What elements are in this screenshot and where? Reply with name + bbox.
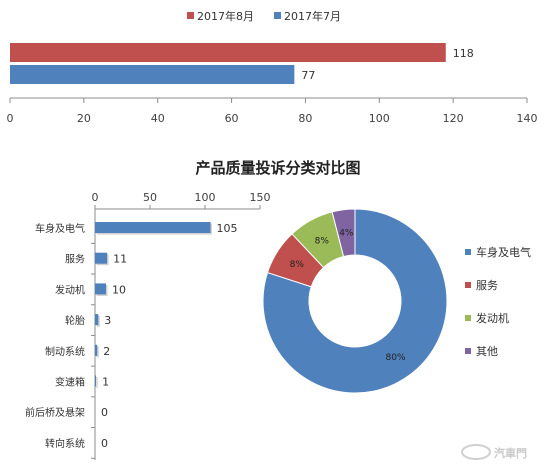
donut-label-0: 80% (386, 353, 406, 363)
donut-legend-label-2: 发动机 (476, 311, 509, 325)
watermark-logo-icon (461, 444, 491, 460)
x-tick-label: 140 (517, 112, 538, 125)
category-label: 发动机 (55, 283, 85, 296)
donut-legend-label-3: 其他 (476, 345, 498, 358)
watermark-text: 汽車門 (494, 446, 527, 460)
donut-legend-swatch-2 (465, 315, 471, 321)
x-tick-label: 0 (7, 112, 14, 125)
donut-legend-label-1: 服务 (476, 279, 498, 292)
donut-label-1: 8% (290, 260, 305, 270)
donut-legend-swatch-1 (465, 282, 471, 288)
legend-label-0: 2017年8月 (197, 9, 254, 23)
x-tick-label-2: 50 (143, 191, 157, 204)
x-tick-label-2: 150 (250, 191, 271, 204)
data-label-0: 105 (217, 222, 238, 235)
bar-制动系统 (95, 344, 98, 356)
x-tick-label: 40 (151, 112, 165, 125)
x-tick-label: 120 (443, 112, 464, 125)
bar-车身及电气 (95, 222, 211, 233)
donut-slice-0 (262, 208, 448, 394)
bar-shadow (96, 377, 98, 388)
x-tick-label-2: 100 (195, 191, 216, 204)
data-label-6: 0 (101, 406, 108, 419)
data-label-jul: 77 (301, 69, 315, 82)
legend-label-1: 2017年7月 (284, 9, 341, 23)
donut-slice-3 (331, 208, 356, 258)
bar-shadow (96, 346, 99, 358)
category-label: 服务 (65, 253, 85, 266)
bar-变速箱 (95, 375, 97, 387)
x-tick-label: 20 (77, 112, 91, 125)
legend-swatch-1 (274, 12, 281, 19)
data-label-4: 2 (103, 345, 110, 358)
bar-发动机 (95, 283, 106, 295)
bar-轮胎 (95, 314, 99, 326)
data-label-5: 1 (102, 376, 109, 389)
data-label-aug: 118 (453, 47, 474, 60)
donut-label-2: 8% (315, 237, 330, 247)
donut-legend-swatch-0 (465, 249, 471, 255)
x-tick-label: 100 (369, 112, 390, 125)
category-label: 轮胎 (65, 314, 85, 327)
x-tick-label-2: 0 (92, 191, 99, 204)
bar-服务 (95, 252, 108, 264)
legend-swatch-0 (187, 12, 194, 19)
data-label-3: 3 (104, 314, 111, 327)
category-label: 制动系统 (45, 345, 85, 358)
data-label-2: 10 (112, 283, 126, 296)
bar-aug (10, 43, 446, 62)
category-label: 转向系统 (45, 437, 85, 450)
donut-legend-label-0: 车身及电气 (476, 245, 531, 259)
bar-jul (10, 65, 295, 84)
category-label: 变速箱 (55, 376, 85, 389)
x-tick-label: 80 (298, 112, 312, 125)
category-label: 前后桥及悬架 (25, 406, 85, 419)
donut-legend-swatch-3 (465, 348, 471, 354)
category-label: 车身及电气 (35, 222, 85, 235)
x-tick-label: 60 (225, 112, 239, 125)
data-label-7: 0 (101, 437, 108, 450)
data-label-1: 11 (113, 253, 127, 266)
donut-label-3: 4% (339, 229, 354, 239)
chart-title: 产品质量投诉分类对比图 (195, 159, 360, 177)
